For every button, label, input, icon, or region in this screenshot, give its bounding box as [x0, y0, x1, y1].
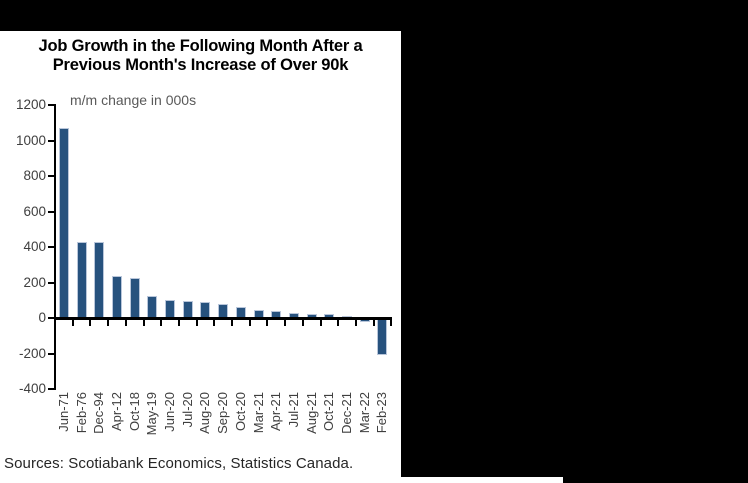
bar-Oct-18: [129, 278, 140, 318]
y-tick-mark: [48, 246, 55, 248]
x-tick-mark: [71, 320, 74, 326]
x-tick-mark: [301, 320, 304, 326]
x-tick-label: Feb-76: [73, 392, 89, 434]
x-tick-label: Apr-21: [268, 392, 284, 432]
chart-title-line1: Job Growth in the Following Month After …: [38, 37, 363, 55]
x-tick-mark: [54, 320, 56, 326]
x-tick-label: Oct-18: [126, 392, 142, 432]
x-tick-mark: [213, 320, 216, 326]
x-tick-label: Mar-22: [356, 392, 372, 434]
x-tick-mark: [372, 320, 375, 326]
y-tick-label: 1000: [15, 132, 46, 148]
x-tick-label: Aug-21: [303, 392, 319, 434]
y-tick-mark: [48, 175, 55, 177]
bar-May-19: [147, 295, 158, 318]
bar-Feb-23: [377, 318, 388, 356]
y-tick-label: 200: [23, 274, 46, 290]
x-tick-label: Jun-20: [162, 392, 177, 432]
chart-title: Job Growth in the Following Month After …: [0, 37, 401, 75]
page-edge-sliver: [401, 477, 563, 483]
x-tick-mark: [266, 320, 269, 326]
x-tick-mark: [107, 320, 110, 326]
x-tick-label: Sep-20: [215, 392, 231, 434]
y-tick-label: 600: [23, 203, 46, 219]
x-tick-mark: [319, 320, 322, 326]
x-tick-mark: [337, 320, 340, 326]
x-tick-mark: [231, 320, 233, 326]
x-axis-line: [55, 316, 392, 320]
x-tick-label: Oct-20: [232, 392, 248, 432]
x-tick-label: Jun-71: [55, 392, 71, 432]
x-tick-mark: [160, 320, 163, 326]
x-tick-label: Jul-21: [285, 392, 301, 428]
plot-area: 1200 1000 800 600 400 200 0 -200 -400 Jun-71 Feb-7…: [0, 31, 401, 483]
chart-title-line2: Previous Month's Increase of Over 90k: [52, 56, 349, 74]
x-tick-label: Apr-12: [108, 392, 124, 432]
x-tick-mark: [284, 320, 287, 326]
x-tick-mark: [248, 320, 251, 326]
bar-Jul-20: [182, 301, 193, 318]
x-tick-mark: [124, 320, 127, 326]
sources-note: Sources: Scotiabank Economics, Statistic…: [4, 455, 354, 472]
bar-Jun-20: [165, 300, 175, 318]
x-tick-mark: [195, 320, 198, 326]
x-tick-label: Aug-20: [197, 392, 213, 434]
y-tick-mark: [48, 352, 55, 355]
x-tick-label: Mar-21: [250, 392, 266, 434]
bar-Apr-12: [111, 276, 122, 318]
y-tick-mark: [48, 139, 55, 142]
y-tick-mark: [48, 281, 55, 284]
x-tick-label: Feb-23: [374, 392, 390, 434]
y-tick-label: 800: [23, 168, 46, 183]
chart-panel: Job Growth in the Following Month After …: [0, 31, 401, 483]
x-tick-label: Dec-94: [91, 392, 107, 434]
y-tick-mark: [48, 388, 55, 390]
x-tick-mark: [354, 320, 357, 326]
x-tick-label: Oct-21: [321, 392, 337, 432]
y-tick-label: -200: [18, 345, 46, 361]
x-tick-mark: [89, 320, 92, 326]
y-axis-line: [54, 104, 56, 390]
y-tick-mark: [48, 317, 55, 319]
x-tick-mark: [177, 320, 180, 326]
y-tick-mark: [48, 210, 55, 213]
y-tick-label: 0: [38, 310, 46, 325]
axis-units-label: m/m change in 000s: [70, 92, 197, 108]
x-tick-label: Jul-20: [179, 392, 195, 428]
x-tick-label: May-19: [144, 392, 160, 436]
y-tick-label: 1200: [15, 97, 46, 112]
y-tick-mark: [48, 104, 55, 106]
bar-Dec-94: [94, 241, 105, 318]
x-tick-mark: [142, 320, 145, 326]
y-tick-label: 400: [23, 239, 46, 254]
y-tick-label: -400: [18, 381, 46, 396]
bar-Feb-76: [76, 241, 87, 318]
bar-Jun-71: [58, 128, 69, 318]
x-tick-label: Dec-21: [339, 392, 354, 434]
x-tick-mark: [390, 320, 393, 326]
